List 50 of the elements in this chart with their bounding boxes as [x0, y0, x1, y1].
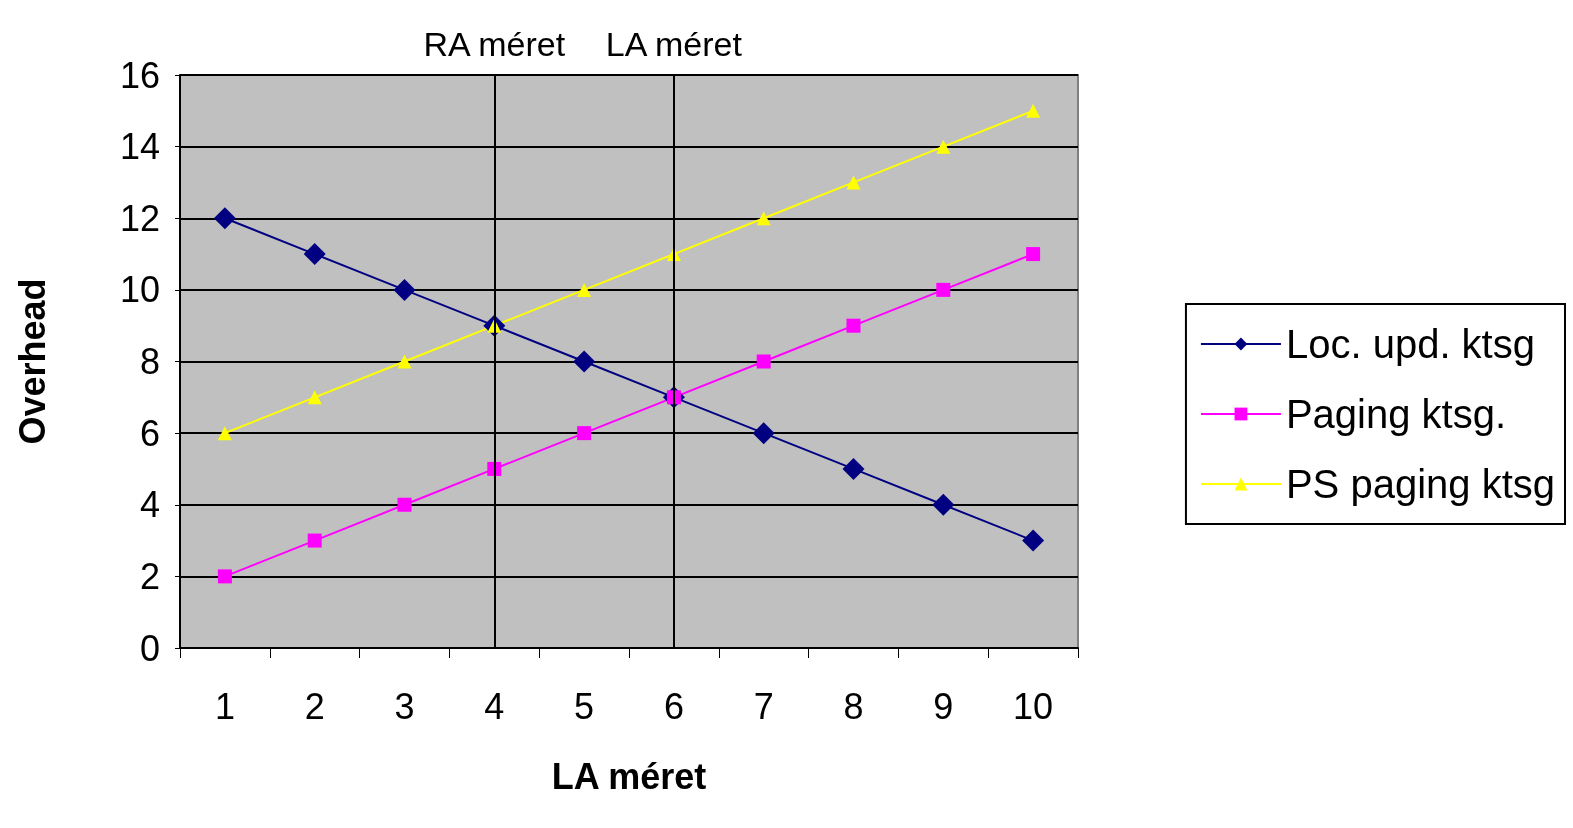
point [577, 426, 592, 441]
x-tick-label: 6 [663, 685, 684, 727]
point [1026, 103, 1041, 118]
legend-label: PS paging ktsg [1285, 462, 1555, 506]
y-tick-label: 14 [119, 126, 160, 168]
y-tick-label: 2 [139, 555, 160, 597]
point [756, 354, 771, 369]
point [397, 354, 412, 369]
point [846, 318, 861, 333]
x-axis-title: LA méret [551, 755, 707, 797]
point [577, 282, 592, 297]
point [393, 278, 416, 301]
x-tick-label: 10 [1013, 685, 1054, 727]
y-tick-label: 16 [119, 54, 160, 96]
x-tick-label: 7 [753, 685, 774, 727]
point [213, 207, 236, 230]
point [303, 243, 326, 266]
point [936, 139, 951, 154]
point [756, 211, 771, 226]
y-tick-label: 0 [139, 627, 160, 669]
x-tick-label: 8 [843, 685, 864, 727]
y-axis-title: Overhead [11, 278, 53, 445]
point [307, 533, 322, 548]
legend-label: Loc. upd. ktsg [1285, 322, 1535, 366]
y-tick-label: 12 [119, 197, 160, 239]
x-tick-label: 4 [484, 685, 505, 727]
x-tick-label: 2 [304, 685, 325, 727]
point [752, 422, 775, 445]
x-tick-label: 5 [574, 685, 595, 727]
point [217, 569, 232, 584]
point [936, 282, 951, 297]
ref-line-label: LA méret [605, 25, 743, 63]
x-tick-label: 9 [933, 685, 954, 727]
ref-line-label: RA méret [423, 25, 566, 63]
point [397, 497, 412, 512]
point [573, 350, 596, 373]
y-tick-label: 4 [139, 484, 160, 526]
point [307, 390, 322, 405]
point [842, 457, 865, 480]
point [1026, 247, 1041, 262]
point [1022, 529, 1045, 552]
point [217, 426, 232, 441]
point [846, 175, 861, 190]
y-tick-label: 8 [139, 341, 160, 382]
legend-label: Paging ktsg. [1285, 392, 1507, 436]
point [932, 493, 955, 516]
x-tick-label: 1 [214, 685, 235, 727]
x-tick-label: 3 [394, 685, 415, 727]
y-tick-label: 10 [119, 269, 160, 311]
y-tick-label: 6 [139, 412, 160, 454]
